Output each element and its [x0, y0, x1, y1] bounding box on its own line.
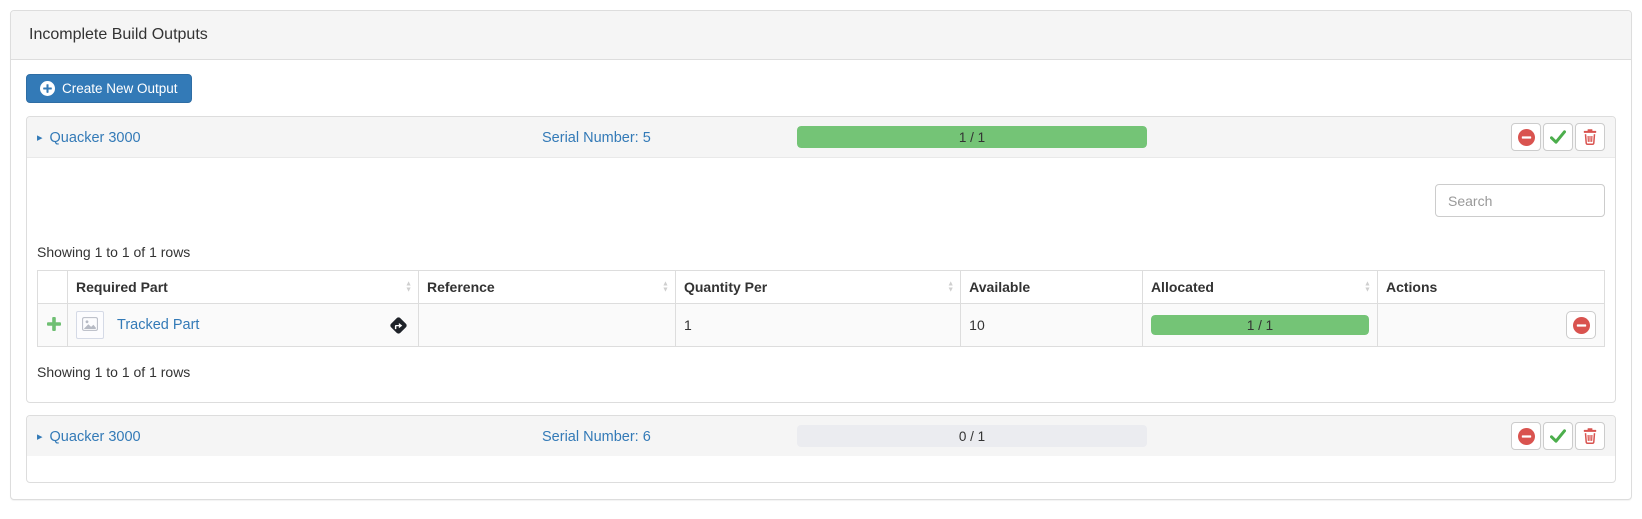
column-label: Required Part [76, 279, 168, 295]
column-header-reference[interactable]: Reference ▲ ▼ [418, 270, 676, 304]
minus-circle-icon [1517, 128, 1535, 146]
sort-up-icon: ▲ [1364, 280, 1371, 288]
row-actions-cell [1376, 303, 1606, 347]
part-link[interactable]: Quacker 3000 [49, 428, 141, 445]
sort-down-icon: ▼ [947, 286, 955, 293]
plus-circle-icon [40, 81, 55, 96]
sort-down-icon: ▼ [662, 286, 669, 293]
part-link[interactable]: Quacker 3000 [49, 129, 141, 146]
caret-right-icon: ▸ [37, 430, 43, 443]
panel-heading: Incomplete Build Outputs [11, 11, 1631, 60]
output-allocation-panel: Showing 1 to 1 of 1 rows Required Part ▲… [27, 158, 1615, 402]
column-header-quantity-per[interactable]: Quantity Per ▲ ▼ [674, 270, 962, 304]
part-thumbnail [76, 311, 104, 339]
output-serial: Serial Number: 5 [542, 129, 797, 146]
allocated-cell: 1 / 1 [1141, 303, 1378, 347]
progress-label: 0 / 1 [958, 428, 986, 444]
output-progress-bar: 1 / 1 [797, 126, 1147, 148]
quantity-per-cell: 1 [674, 303, 962, 347]
build-output-header: ▸ Quacker 3000 Serial Number: 5 1 / 1 [27, 117, 1615, 158]
sort-down-icon: ▼ [1364, 286, 1371, 293]
plus-icon [46, 316, 62, 335]
sort-icon: ▲ ▼ [1364, 280, 1371, 293]
output-actions [1511, 422, 1605, 450]
column-header-available: Available [960, 270, 1143, 304]
incomplete-build-outputs-panel: Incomplete Build Outputs Create New Outp… [10, 10, 1632, 500]
sort-up-icon: ▲ [947, 280, 955, 288]
sort-up-icon: ▲ [662, 280, 669, 288]
table-toolbar [37, 184, 1605, 217]
create-new-output-button[interactable]: Create New Output [26, 74, 192, 103]
delete-output-button[interactable] [1575, 123, 1605, 151]
collapsed-output-body [27, 456, 1615, 482]
unallocate-output-button[interactable] [1511, 123, 1541, 151]
trackable-part-icon [389, 315, 408, 335]
column-label: Actions [1385, 279, 1438, 295]
page-title: Incomplete Build Outputs [29, 26, 208, 43]
output-actions [1511, 123, 1605, 151]
serial-number-link[interactable]: Serial Number: 5 [542, 129, 651, 146]
output-progress-wrap: 1 / 1 [797, 126, 1511, 148]
column-label: Reference [427, 279, 495, 295]
sort-down-icon: ▼ [405, 286, 412, 293]
build-output-card: ▸ Quacker 3000 Serial Number: 5 1 / 1 [26, 116, 1616, 403]
allocation-table: Required Part ▲ ▼ Reference ▲ ▼ Quantity P… [37, 270, 1606, 347]
column-label: Available [969, 279, 1031, 295]
minus-circle-icon [1572, 316, 1590, 334]
progress-fill [1150, 315, 1369, 335]
available-cell: 10 [960, 303, 1143, 347]
progress-fill [797, 126, 1147, 148]
expand-row-button[interactable] [46, 316, 62, 335]
sort-icon: ▲ ▼ [405, 280, 412, 293]
pagination-detail-top: Showing 1 to 1 of 1 rows [37, 244, 191, 260]
required-part-cell: Tracked Part [67, 303, 419, 347]
column-header-required-part[interactable]: Required Part ▲ ▼ [67, 270, 419, 304]
progress-label: 1 / 1 [1246, 317, 1274, 333]
sort-up-icon: ▲ [405, 280, 412, 288]
check-icon [1550, 429, 1566, 443]
trash-icon [1583, 129, 1597, 145]
table-header-row: Required Part ▲ ▼ Reference ▲ ▼ Quantity P… [37, 270, 1606, 304]
build-output-header: ▸ Quacker 3000 Serial Number: 6 0 / 1 [27, 416, 1615, 456]
unallocate-stock-button[interactable] [1566, 311, 1596, 339]
output-progress-bar: 0 / 1 [797, 425, 1147, 447]
expand-cell [37, 303, 68, 347]
create-button-label: Create New Output [62, 81, 178, 96]
sort-icon: ▲ ▼ [947, 280, 955, 293]
pagination-detail-bottom: Showing 1 to 1 of 1 rows [37, 364, 191, 380]
column-header-expand [37, 270, 68, 304]
serial-number-link[interactable]: Serial Number: 6 [542, 428, 651, 445]
output-serial: Serial Number: 6 [542, 428, 797, 445]
complete-output-button[interactable] [1543, 123, 1573, 151]
column-label: Allocated [1150, 279, 1214, 295]
image-placeholder-icon [82, 316, 98, 334]
output-part: ▸ Quacker 3000 [37, 129, 542, 146]
panel-body: Create New Output ▸ Quacker 3000 Serial N… [11, 60, 1631, 499]
search-input[interactable] [1435, 184, 1605, 217]
output-progress-wrap: 0 / 1 [797, 425, 1511, 447]
caret-right-icon: ▸ [37, 131, 43, 144]
check-icon [1550, 130, 1566, 144]
output-part: ▸ Quacker 3000 [37, 428, 542, 445]
column-label: Quantity Per [683, 279, 768, 295]
delete-output-button[interactable] [1575, 422, 1605, 450]
unallocate-output-button[interactable] [1511, 422, 1541, 450]
column-header-allocated[interactable]: Allocated ▲ ▼ [1141, 270, 1378, 304]
trash-icon [1583, 428, 1597, 444]
progress-label: 1 / 1 [958, 129, 986, 145]
allocation-table-row: Tracked Part 1 10 [37, 303, 1606, 347]
complete-output-button[interactable] [1543, 422, 1573, 450]
allocated-progress-bar: 1 / 1 [1150, 315, 1369, 335]
column-header-actions: Actions [1376, 270, 1606, 304]
minus-circle-icon [1517, 427, 1535, 445]
tracked-part-link[interactable]: Tracked Part [117, 317, 200, 333]
reference-cell [418, 303, 676, 347]
build-output-card: ▸ Quacker 3000 Serial Number: 6 0 / 1 [26, 415, 1616, 483]
sort-icon: ▲ ▼ [662, 280, 669, 293]
